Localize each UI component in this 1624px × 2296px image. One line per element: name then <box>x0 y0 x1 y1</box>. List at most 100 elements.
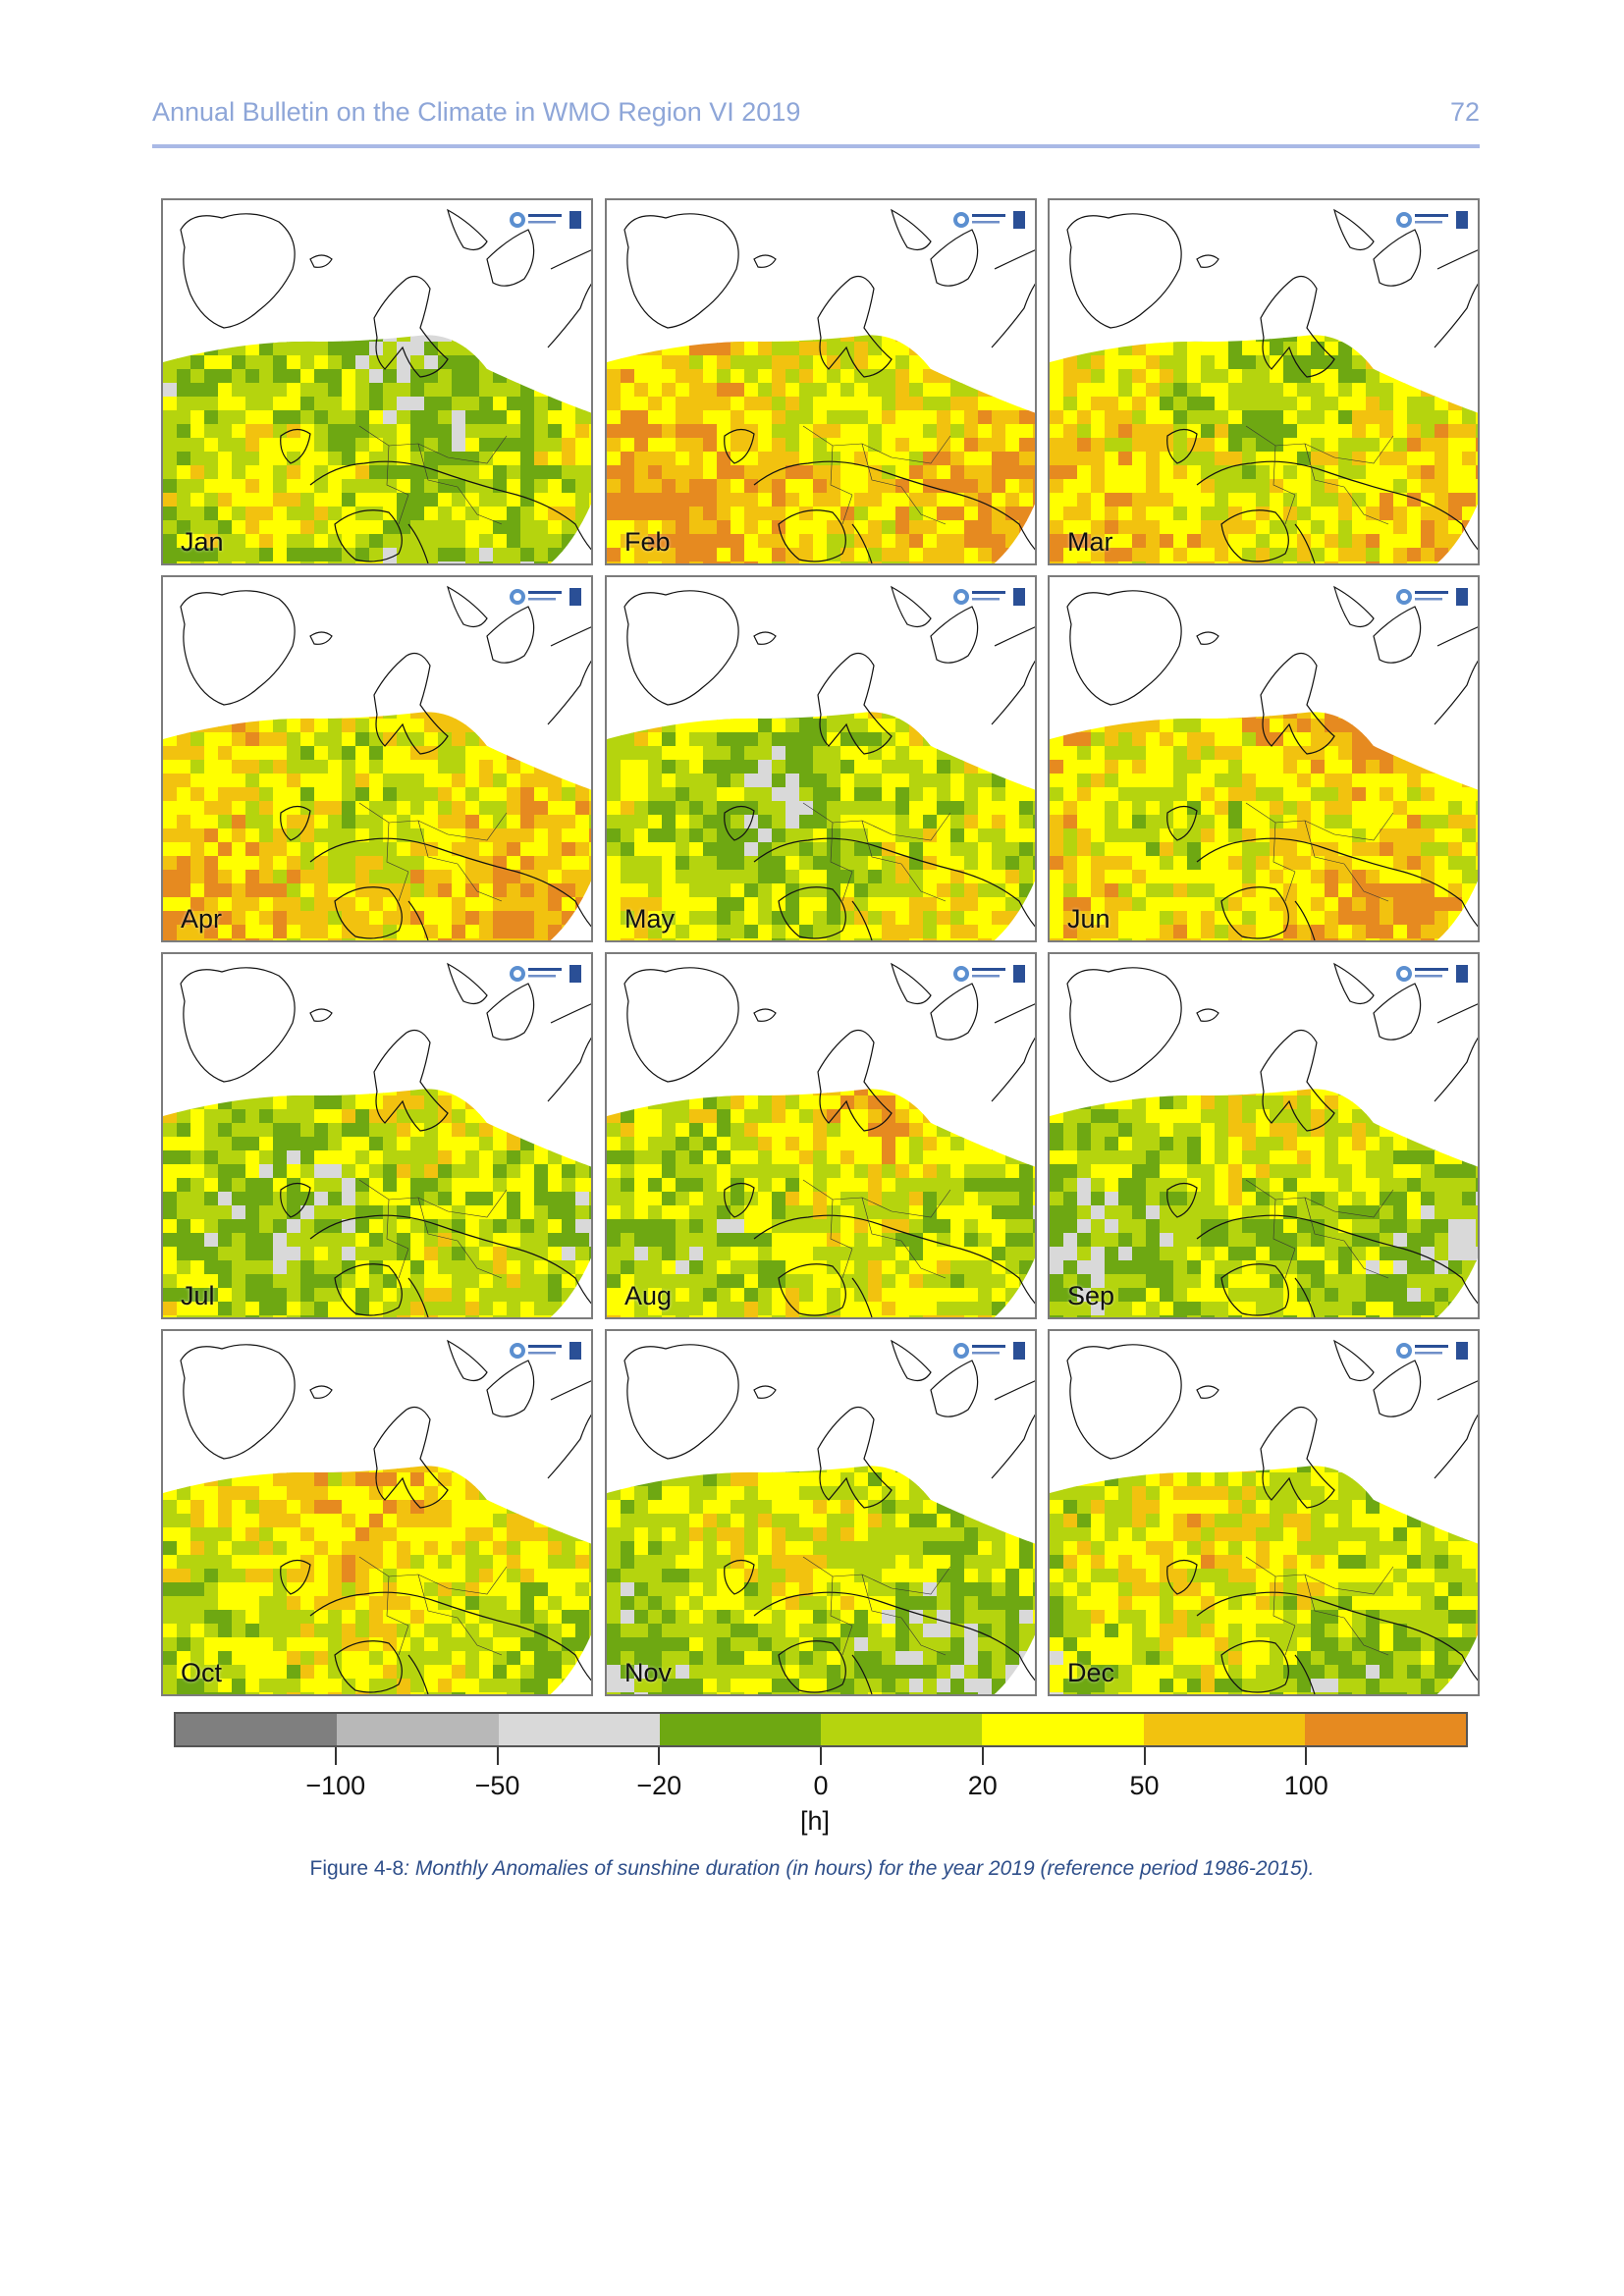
map-panel: May <box>605 575 1037 942</box>
page-header: Annual Bulletin on the Climate in WMO Re… <box>152 93 1480 148</box>
country-borders <box>802 1556 951 1656</box>
wmo-rcc-logo <box>510 588 581 606</box>
month-label: Jun <box>1067 904 1110 934</box>
month-label: May <box>624 904 676 934</box>
anomaly-field <box>607 335 1035 563</box>
colorbar-tick-label: −20 <box>636 1771 682 1800</box>
colorbar-tick <box>1305 1747 1308 1765</box>
anomaly-field <box>607 1466 1035 1694</box>
month-label: Sep <box>1067 1281 1115 1310</box>
anomaly-map <box>1050 962 1478 1317</box>
sunshine-anomaly-figure: Jan Feb Mar Apr May Jun Jul Aug Sep Oct <box>157 194 1488 1843</box>
header-title: Annual Bulletin on the Climate in WMO Re… <box>152 97 801 127</box>
wmo-rcc-logo <box>953 211 1025 229</box>
month-label: Jul <box>181 1281 215 1310</box>
wmo-rcc-logo <box>1396 588 1468 606</box>
colorbar-segment <box>821 1714 983 1745</box>
anomaly-map <box>163 208 591 563</box>
coastlines <box>1066 208 1478 563</box>
coastlines <box>180 1339 591 1694</box>
anomaly-map <box>607 585 1035 940</box>
figure-caption: Figure 4-8: Monthly Anomalies of sunshin… <box>0 1857 1624 1881</box>
colorbar-tick-label: −50 <box>474 1771 520 1800</box>
country-borders <box>358 425 508 525</box>
caption-label: Figure 4-8 <box>309 1857 405 1880</box>
coastlines <box>1066 585 1478 940</box>
anomaly-map <box>607 208 1035 563</box>
colorbar-segment <box>1304 1714 1466 1745</box>
country-borders <box>802 802 951 902</box>
wmo-rcc-logo <box>510 965 581 983</box>
country-borders <box>802 425 951 525</box>
colorbar-tick-label: −100 <box>305 1771 366 1800</box>
colorbar-segment <box>337 1714 499 1745</box>
wmo-rcc-logo <box>1396 1342 1468 1360</box>
anomaly-map <box>163 962 591 1317</box>
colorbar-segment <box>1143 1714 1305 1745</box>
colorbar-tick-label: 0 <box>813 1771 829 1800</box>
colorbar-tick-label: 100 <box>1283 1771 1328 1800</box>
colorbar-tick <box>1143 1747 1146 1765</box>
country-borders <box>802 1179 951 1279</box>
map-panel: Sep <box>1048 952 1480 1319</box>
country-borders <box>358 802 508 902</box>
map-panel: Nov <box>605 1329 1037 1696</box>
wmo-rcc-logo <box>1396 211 1468 229</box>
colorbar-segment <box>659 1714 821 1745</box>
coastlines <box>180 208 591 563</box>
wmo-rcc-logo <box>510 1342 581 1360</box>
month-label: Feb <box>624 527 671 557</box>
coastlines <box>623 1339 1035 1694</box>
map-panel: Apr <box>161 575 593 942</box>
map-panel: Feb <box>605 198 1037 565</box>
anomaly-map <box>163 1339 591 1694</box>
colorbar-tick-label: 20 <box>967 1771 998 1800</box>
anomaly-field <box>163 335 591 563</box>
map-panel: Oct <box>161 1329 593 1696</box>
coastlines <box>180 585 591 940</box>
colorbar-ticks <box>174 1747 1468 1767</box>
wmo-rcc-logo <box>510 211 581 229</box>
anomaly-field <box>607 712 1035 940</box>
wmo-rcc-logo <box>1396 965 1468 983</box>
map-panel: Jun <box>1048 575 1480 942</box>
country-borders <box>1245 1556 1394 1656</box>
map-panel: Mar <box>1048 198 1480 565</box>
month-label: Dec <box>1067 1658 1115 1687</box>
country-borders <box>358 1179 508 1279</box>
anomaly-field <box>163 1466 591 1694</box>
anomaly-field <box>163 1089 591 1317</box>
colorbar-tick <box>981 1747 984 1765</box>
coastlines <box>623 962 1035 1317</box>
anomaly-field <box>1050 712 1478 940</box>
map-panel: Jul <box>161 952 593 1319</box>
coastlines <box>1066 962 1478 1317</box>
map-panel: Aug <box>605 952 1037 1319</box>
wmo-rcc-logo <box>953 965 1025 983</box>
anomaly-map <box>1050 1339 1478 1694</box>
country-borders <box>1245 425 1394 525</box>
colorbar-tick-labels: −100 −50 −20 0 20 50 100 <box>174 1771 1468 1804</box>
map-panel: Jan <box>161 198 593 565</box>
coastlines <box>623 208 1035 563</box>
anomaly-map <box>607 962 1035 1317</box>
month-label: Jan <box>181 527 224 557</box>
month-label: Apr <box>181 904 223 934</box>
month-label: Mar <box>1067 527 1113 557</box>
colorbar-legend <box>174 1712 1468 1747</box>
colorbar-tick <box>820 1747 822 1765</box>
month-label: Nov <box>624 1658 673 1687</box>
page-number: 72 <box>1449 97 1480 127</box>
anomaly-map <box>607 1339 1035 1694</box>
country-borders <box>1245 1179 1394 1279</box>
colorbar-tick <box>496 1747 499 1765</box>
country-borders <box>358 1556 508 1656</box>
colorbar-segment <box>982 1714 1144 1745</box>
anomaly-map <box>1050 585 1478 940</box>
colorbar-tick-label: 50 <box>1129 1771 1160 1800</box>
colorbar-segment <box>498 1714 660 1745</box>
header-divider <box>152 144 1480 148</box>
colorbar-tick <box>658 1747 661 1765</box>
wmo-rcc-logo <box>953 588 1025 606</box>
coastlines <box>623 585 1035 940</box>
